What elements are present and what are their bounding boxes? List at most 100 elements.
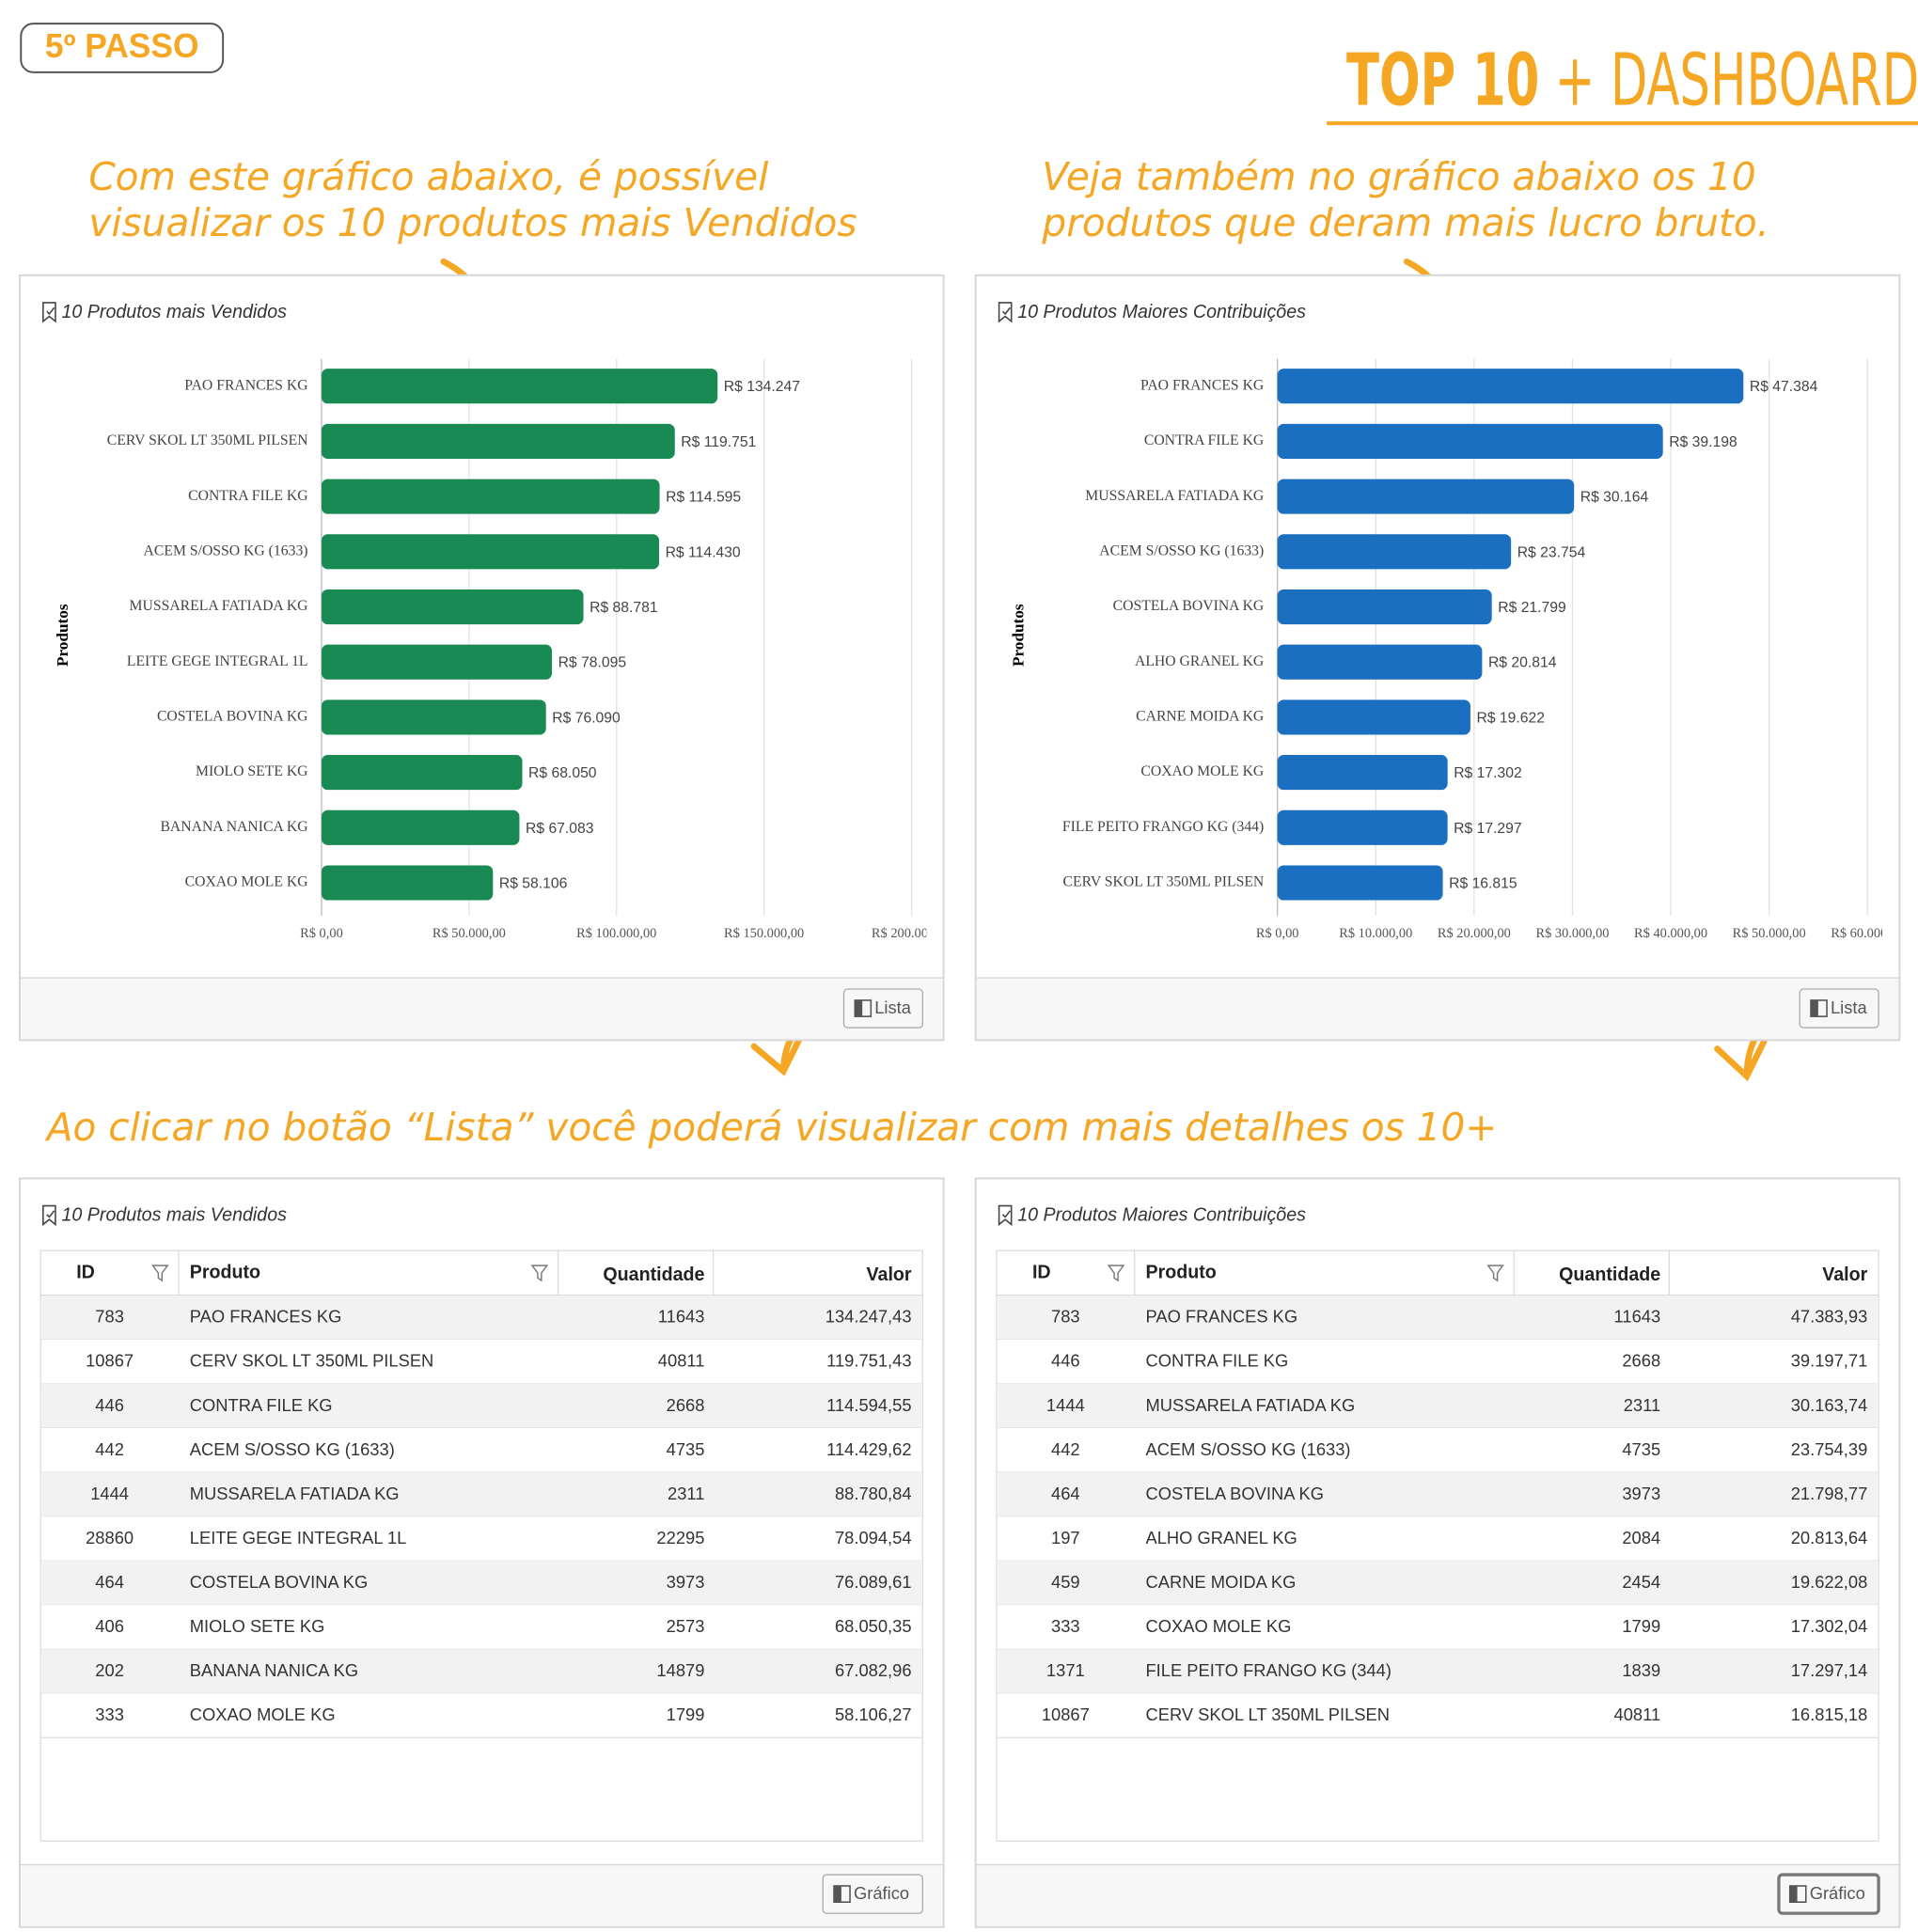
- table-cell: 2311: [1624, 1395, 1660, 1415]
- table-row: [998, 1649, 1878, 1694]
- table-row: [998, 1339, 1878, 1385]
- y-tick-label: PAO FRANCES KG: [1140, 377, 1264, 393]
- table-cell: 1799: [1622, 1616, 1660, 1636]
- table-row: [998, 1516, 1878, 1562]
- y-tick-label: FILE PEITO FRANGO KG (344): [1062, 819, 1264, 835]
- bar: [321, 423, 675, 459]
- caption-middle: Ao clicar no botão “Lista” você poderá v…: [44, 1105, 1498, 1150]
- bar: [321, 534, 660, 570]
- button[interactable]: Gráfico: [1777, 1873, 1880, 1915]
- caption-left-1: Com este gráfico abaixo, é possível: [88, 154, 769, 199]
- bar: [1277, 699, 1470, 735]
- bar: [321, 699, 546, 735]
- table-cell: 4735: [667, 1439, 705, 1459]
- step-text: 5º PASSO: [45, 27, 199, 65]
- y-tick-label: COXAO MOLE KG: [185, 874, 308, 890]
- x-tick-label: R$ 200.000,00: [872, 926, 951, 941]
- table-cell: 464: [95, 1572, 124, 1592]
- button-frame: [1799, 988, 1879, 1029]
- panels: 10 Produtos mais Vendidos R$ 0,00 R$ 50.00…: [18, 274, 1901, 1928]
- button[interactable]: Gráfico: [822, 1874, 924, 1914]
- table-cell: MUSSARELA FATIADA KG: [1145, 1395, 1355, 1415]
- chart-title: 10 Produtos mais Vendidos: [62, 302, 288, 322]
- table-row: [41, 1516, 922, 1562]
- filter-icon: [151, 1264, 169, 1282]
- button-icon-half: [855, 999, 863, 1017]
- bookmark-icon: [42, 302, 56, 323]
- button[interactable]: Lista: [1799, 988, 1879, 1029]
- brand-name: DASHBOARDS: [1611, 38, 1918, 122]
- caption-right-1: Veja também no gráfico abaixo os 10: [1042, 154, 1755, 199]
- bookmark-icon: [42, 1204, 56, 1227]
- button-icon-half: [834, 1885, 841, 1903]
- table-cell: 17.297,14: [1791, 1660, 1868, 1680]
- table-cell: 78.094,54: [835, 1528, 912, 1547]
- value-label: R$ 23.754: [1517, 544, 1586, 560]
- table-cell: 30.163,74: [1791, 1395, 1868, 1415]
- y-tick-label: ACEM S/OSSO KG (1633): [1099, 542, 1264, 558]
- table-cell: 40811: [658, 1351, 705, 1371]
- x-tick-label: R$ 50.000,00: [432, 926, 506, 941]
- bar: [321, 865, 494, 901]
- y-axis-label: Produtos: [1010, 604, 1028, 667]
- table-title: 10 Produtos mais Vendidos: [62, 1204, 288, 1225]
- y-tick-label: MUSSARELA FATIADA KG: [130, 598, 308, 614]
- panel-footer: [21, 1864, 943, 1926]
- table-cell: MUSSARELA FATIADA KG: [190, 1484, 400, 1503]
- table-cell: 442: [95, 1439, 124, 1459]
- column-header: Quantidade: [603, 1264, 704, 1285]
- table-cell: 2311: [668, 1484, 704, 1503]
- table-cell: COSTELA BOVINA KG: [1145, 1484, 1324, 1503]
- value-label: R$ 17.297: [1454, 821, 1521, 837]
- table-cell: PAO FRANCES KG: [190, 1307, 342, 1327]
- table-cell: 19.622,08: [1791, 1572, 1868, 1592]
- y-tick-label: CARNE MOIDA KG: [1136, 708, 1264, 724]
- table-cell: 28860: [86, 1528, 134, 1547]
- table-cell: COSTELA BOVINA KG: [190, 1572, 369, 1592]
- bar: [1277, 644, 1483, 680]
- button-frame: [1777, 1873, 1880, 1915]
- value-label: R$ 16.815: [1449, 875, 1517, 891]
- table-title: 10 Produtos Maiores Contribuições: [1017, 1204, 1306, 1225]
- y-tick-label: MUSSARELA FATIADA KG: [1085, 488, 1264, 504]
- value-label: R$ 114.430: [666, 544, 741, 560]
- value-label: R$ 134.247: [724, 379, 800, 395]
- column-header: Valor: [1822, 1264, 1867, 1285]
- x-tick-label: R$ 50.000,00: [1733, 926, 1806, 941]
- y-tick-label: COXAO MOLE KG: [1140, 763, 1264, 779]
- table-row: [41, 1472, 922, 1517]
- x-tick-label: R$ 30.000,00: [1535, 926, 1609, 941]
- table-cell: 20.813,64: [1791, 1528, 1868, 1547]
- value-label: R$ 78.095: [558, 655, 627, 671]
- table-row: [41, 1649, 922, 1694]
- table-row: [41, 1295, 922, 1340]
- x-tick-label: R$ 0,00: [1256, 926, 1299, 941]
- y-tick-label: PAO FRANCES KG: [184, 377, 307, 393]
- y-tick-label: MIOLO SETE KG: [196, 763, 308, 779]
- table-cell: 68.050,35: [835, 1616, 912, 1636]
- bar: [321, 369, 718, 404]
- table-cell: 58.106,27: [835, 1704, 912, 1724]
- value-label: R$ 68.050: [528, 765, 597, 781]
- table-cell: CONTRA FILE KG: [190, 1395, 333, 1415]
- bar: [1277, 865, 1443, 901]
- brand-plus: +: [1555, 38, 1596, 122]
- table-row: [41, 1384, 922, 1429]
- table-cell: PAO FRANCES KG: [1145, 1307, 1297, 1327]
- chart-title: 10 Produtos Maiores Contribuições: [1017, 302, 1306, 322]
- y-tick-label: ACEM S/OSSO KG (1633): [144, 542, 308, 558]
- button-icon-half: [1789, 1885, 1798, 1903]
- value-label: R$ 88.781: [590, 600, 658, 616]
- bar: [321, 755, 523, 791]
- table-cell: CERV SKOL LT 350ML PILSEN: [190, 1351, 434, 1371]
- value-label: R$ 17.302: [1454, 765, 1521, 781]
- table-cell: COXAO MOLE KG: [1145, 1616, 1291, 1636]
- filter-icon: [530, 1264, 549, 1282]
- table-cell: 134.247,43: [825, 1307, 912, 1327]
- bar: [1277, 534, 1512, 570]
- x-tick-label: R$ 150.000,00: [724, 926, 804, 941]
- y-tick-label: CONTRA FILE KG: [188, 488, 307, 504]
- button[interactable]: Lista: [842, 988, 924, 1029]
- table-row: [998, 1472, 1878, 1517]
- y-tick-label: COSTELA BOVINA KG: [1113, 598, 1265, 614]
